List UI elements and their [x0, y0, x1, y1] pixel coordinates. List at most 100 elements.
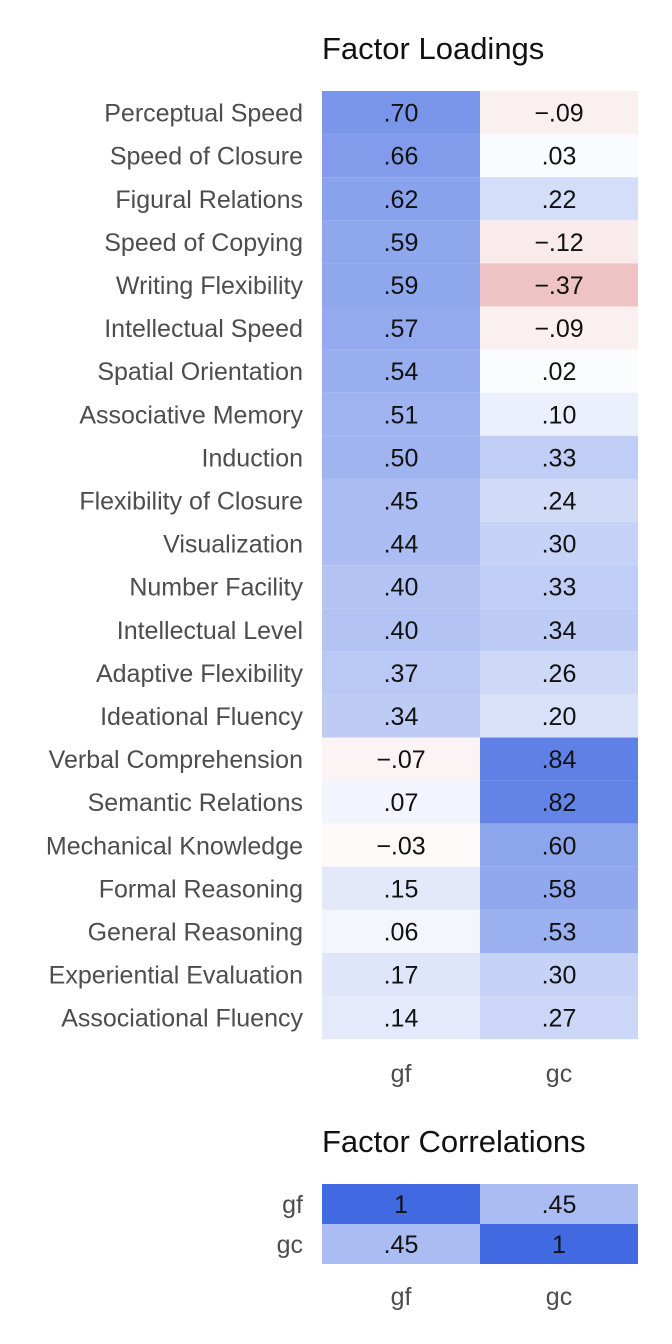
cell-value-label: .45	[384, 1231, 419, 1259]
heatmap-cell	[480, 996, 638, 1040]
heatmap-cell	[480, 1184, 638, 1224]
row-label: Flexibility of Closure	[79, 487, 303, 515]
cell-value-label: −.09	[534, 100, 583, 128]
row-label: Speed of Copying	[104, 229, 303, 257]
heatmap-cell	[480, 177, 638, 221]
heatmap-cell	[480, 522, 638, 566]
heatmap-cell	[322, 91, 480, 135]
heatmap-cell	[480, 1224, 638, 1264]
cell-value-label: .34	[542, 617, 577, 645]
heatmap-cell	[480, 220, 638, 264]
cell-value-label: .27	[542, 1005, 577, 1033]
cell-value-label: .50	[384, 444, 419, 472]
cell-value-label: .44	[384, 531, 419, 559]
heatmap-cell	[322, 608, 480, 652]
heatmap-cell	[322, 823, 480, 867]
heatmap-cell	[322, 220, 480, 264]
heatmap-cell	[322, 1184, 480, 1224]
cell-value-label: .40	[384, 617, 419, 645]
cell-value-label: −.12	[534, 229, 583, 257]
cell-value-label: .58	[542, 875, 577, 903]
cell-value-label: .60	[542, 832, 577, 860]
heatmap-cell	[322, 306, 480, 350]
row-label: Writing Flexibility	[116, 272, 304, 300]
heatmap-cell	[480, 478, 638, 522]
heatmap-cell	[322, 737, 480, 781]
heatmap-cell	[480, 780, 638, 824]
cell-value-label: .45	[384, 487, 419, 515]
row-label: Adaptive Flexibility	[96, 660, 304, 688]
heatmap-cell	[322, 565, 480, 609]
row-label: Intellectual Level	[117, 617, 303, 645]
cell-value-label: .40	[384, 574, 419, 602]
correlations-heatmap: gf 1 .45 gc .45 1 gf gc	[277, 1184, 638, 1311]
heatmap-cell	[322, 694, 480, 738]
row-label: General Reasoning	[88, 918, 303, 946]
cell-value-label: .34	[384, 703, 419, 731]
heatmap-cell	[322, 996, 480, 1040]
heatmap-cell	[322, 177, 480, 221]
row-label: Experiential Evaluation	[49, 962, 303, 990]
heatmap-cell	[480, 392, 638, 436]
cell-value-label: .54	[384, 358, 419, 386]
heatmap-cell	[322, 909, 480, 953]
heatmap-cell	[322, 522, 480, 566]
heatmap-cell	[480, 694, 638, 738]
cell-value-label: .33	[542, 574, 577, 602]
cell-value-label: −.07	[376, 746, 425, 774]
cell-value-label: .82	[542, 789, 577, 817]
column-label: gf	[391, 1283, 412, 1311]
heatmap-cell	[322, 478, 480, 522]
cell-value-label: .37	[384, 660, 419, 688]
row-label: Mechanical Knowledge	[46, 832, 303, 860]
row-label: Ideational Fluency	[100, 703, 303, 731]
cell-value-label: .57	[384, 315, 419, 343]
column-label: gc	[546, 1060, 572, 1088]
cell-value-label: .33	[542, 444, 577, 472]
cell-value-label: .17	[384, 962, 419, 990]
cell-value-label: .70	[384, 100, 419, 128]
row-label: gc	[277, 1231, 303, 1259]
cell-value-label: .10	[542, 401, 577, 429]
heatmap-cell	[480, 953, 638, 997]
row-label: gf	[282, 1191, 303, 1219]
heatmap-cell	[480, 909, 638, 953]
cell-value-label: .59	[384, 272, 419, 300]
cell-value-label: .02	[542, 358, 577, 386]
heatmap-cell	[322, 349, 480, 393]
heatmap-cell	[322, 651, 480, 695]
correlations-title: Factor Correlations	[322, 1124, 586, 1159]
row-label: Semantic Relations	[88, 789, 303, 817]
heatmap-cell	[322, 392, 480, 436]
cell-value-label: .26	[542, 660, 577, 688]
cell-value-label: .07	[384, 789, 419, 817]
row-label: Perceptual Speed	[104, 100, 303, 128]
cell-value-label: .59	[384, 229, 419, 257]
cell-value-label: −.03	[376, 832, 425, 860]
row-label: Induction	[202, 444, 303, 472]
cell-value-label: .03	[542, 143, 577, 171]
cell-value-label: .53	[542, 918, 577, 946]
heatmap-cell	[480, 91, 638, 135]
heatmap-cell	[480, 608, 638, 652]
cell-value-label: .66	[384, 143, 419, 171]
cell-value-label: .14	[384, 1005, 419, 1033]
cell-value-label: .45	[542, 1191, 577, 1219]
heatmap-cell	[480, 306, 638, 350]
heatmap-cell	[480, 737, 638, 781]
heatmap-cell	[322, 953, 480, 997]
heatmap-cell	[480, 435, 638, 479]
column-label: gc	[546, 1283, 572, 1311]
heatmap-cell	[480, 349, 638, 393]
heatmap-cell	[480, 866, 638, 910]
heatmap-cell	[480, 263, 638, 307]
row-label: Verbal Comprehension	[49, 746, 303, 774]
row-label: Number Facility	[129, 574, 303, 602]
row-label: Associative Memory	[79, 401, 303, 429]
heatmap-cell	[322, 1224, 480, 1264]
cell-value-label: −.09	[534, 315, 583, 343]
cell-value-label: .20	[542, 703, 577, 731]
cell-value-label: .06	[384, 918, 419, 946]
row-label: Visualization	[163, 531, 303, 559]
